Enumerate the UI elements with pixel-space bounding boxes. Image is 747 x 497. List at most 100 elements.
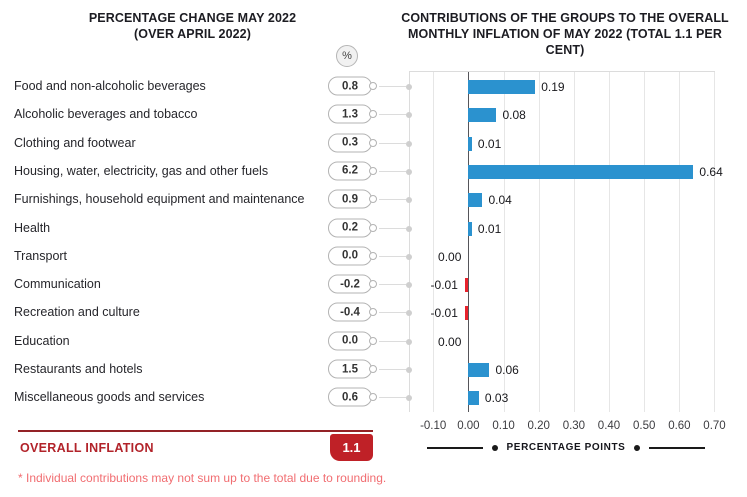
bar-value-label: 0.04 [488, 193, 512, 208]
leader-line [379, 284, 406, 286]
pct-value-pill: 0.3 [328, 133, 372, 153]
category-row: Food and non-alcoholic beverages 0.8 [0, 72, 420, 100]
gridline [538, 72, 540, 412]
contribution-bar [468, 193, 483, 208]
category-label: Health [14, 220, 51, 235]
pct-value-pill: 1.5 [328, 359, 372, 379]
overall-inflation-label: OVERALL INFLATION [20, 441, 154, 455]
caption-dot-right [634, 444, 641, 451]
contribution-bar [468, 108, 497, 123]
bar-value-label: 0.03 [484, 391, 509, 406]
category-row: Education 0.0 [0, 327, 420, 355]
row-marker-dot [406, 225, 412, 232]
axis-tick-label: 0.20 [527, 420, 550, 432]
row-marker-dot [406, 253, 412, 260]
pill-knob-icon [369, 393, 377, 402]
row-marker-dot [406, 84, 412, 90]
leader-line [379, 86, 406, 87]
category-row: Clothing and footwear 0.3 [0, 129, 420, 157]
gridline [468, 72, 470, 412]
contribution-bar [468, 221, 472, 236]
leader-line [379, 255, 406, 257]
pct-value-pill: 0.8 [328, 76, 372, 96]
gridline [609, 72, 610, 412]
category-label: Transport [14, 248, 68, 263]
bar-value-label: 0.08 [502, 108, 526, 123]
contribution-bar [468, 363, 490, 377]
pct-value-pill: 1.3 [328, 104, 372, 124]
leader-line [379, 142, 406, 144]
pct-value-pill: 0.0 [328, 246, 372, 266]
contribution-bar [464, 278, 469, 293]
row-marker-dot [406, 140, 412, 147]
contribution-chart: 0.19 0.08 0.01 0.64 0.04 0.01 0.00 -0.01 -0.01 0.… [406, 71, 726, 471]
left-panel-title: PERCENTAGE CHANGE MAY 2022 (OVER APRIL 2… [30, 10, 355, 42]
axis-tick-label: 0.60 [668, 420, 691, 432]
row-marker-dot [406, 395, 412, 402]
caption-line-right [649, 446, 706, 449]
leader-line [379, 340, 406, 342]
right-title-line2: MONTHLY INFLATION OF MAY 2022 (TOTAL 1.1… [408, 27, 722, 57]
bar-value-label: 0.06 [495, 363, 519, 377]
gridline [679, 72, 681, 412]
left-title-line1: PERCENTAGE CHANGE MAY 2022 [88, 11, 297, 25]
bar-value-label: -0.01 [430, 278, 458, 293]
x-axis-caption: PERCENTAGE POINTS [417, 442, 715, 453]
pill-knob-icon [369, 336, 377, 345]
bar-value-label: -0.01 [430, 306, 458, 321]
leader-line [379, 170, 406, 172]
category-row: Health 0.2 [0, 214, 420, 242]
category-label: Alcoholic beverages and tobacco [14, 107, 198, 122]
category-label: Recreation and culture [14, 305, 140, 320]
contribution-bar [464, 306, 469, 321]
leader-line [379, 227, 406, 229]
axis-tick-label: 0.10 [492, 420, 515, 432]
leader-line [379, 114, 406, 116]
category-row: Restaurants and hotels 1.5 [0, 355, 420, 383]
category-label: Education [14, 333, 70, 348]
category-row: Housing, water, electricity, gas and oth… [0, 157, 420, 185]
gridline [503, 72, 505, 412]
bar-value-label: 0.64 [699, 164, 723, 179]
pill-knob-icon [369, 166, 377, 175]
gridline [573, 72, 575, 412]
plot-area: 0.19 0.08 0.01 0.64 0.04 0.01 0.00 -0.01 -0.01 0.… [406, 71, 723, 412]
bar-value-label: 0.00 [438, 249, 462, 264]
pill-knob-icon [369, 195, 377, 204]
axis-tick-label: 0.70 [703, 420, 726, 432]
category-row: Alcoholic beverages and tobacco 1.3 [0, 100, 420, 128]
category-label: Food and non-alcoholic beverages [14, 79, 206, 93]
caption-dot-left [491, 444, 498, 451]
contribution-bar [468, 391, 479, 406]
category-row: Communication -0.2 [0, 270, 420, 298]
overall-divider-rule [18, 430, 373, 432]
pct-value-pill: 6.2 [328, 161, 372, 181]
category-label: Clothing and footwear [14, 135, 136, 150]
pill-knob-icon [369, 365, 377, 373]
pill-knob-icon [369, 82, 377, 90]
percent-icon: % [342, 50, 352, 62]
leader-line [379, 199, 406, 201]
axis-tick-label: -0.10 [420, 420, 447, 432]
row-marker-dot [406, 310, 412, 317]
plot-left-frame [409, 72, 410, 412]
right-title-line1: CONTRIBUTIONS OF THE GROUPS TO THE OVERA… [401, 11, 729, 25]
axis-tick-label: 0.40 [597, 420, 621, 432]
axis-tick-label: 0.30 [562, 420, 586, 432]
left-title-line2: (OVER APRIL 2022) [133, 27, 251, 41]
pct-value-pill: -0.2 [328, 274, 372, 294]
percent-unit-badge: % [336, 45, 358, 67]
pct-value-pill: -0.4 [328, 302, 372, 322]
pct-value-pill: 0.6 [328, 387, 372, 407]
leader-line [379, 397, 406, 399]
pill-knob-icon [369, 223, 377, 232]
category-row: Recreation and culture -0.4 [0, 298, 420, 326]
pct-value-pill: 0.2 [328, 218, 372, 237]
pill-knob-icon [369, 110, 377, 119]
gridline [433, 72, 435, 412]
category-row: Furnishings, household equipment and mai… [0, 185, 420, 213]
axis-tick-label: 0.00 [457, 420, 480, 432]
leader-line [379, 369, 406, 370]
contribution-bar [468, 164, 694, 179]
